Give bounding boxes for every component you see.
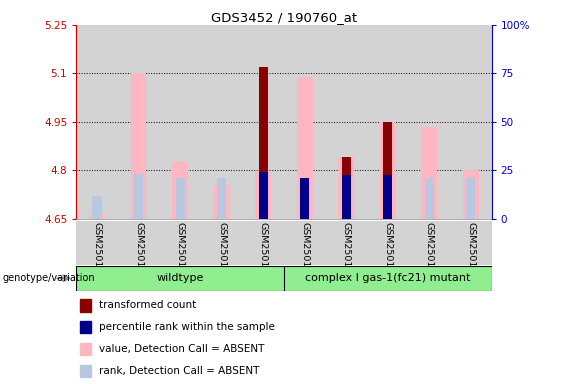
Text: GSM250112: GSM250112 xyxy=(342,222,351,280)
Bar xyxy=(80,321,91,333)
Bar xyxy=(134,174,143,219)
Text: wildtype: wildtype xyxy=(157,273,204,283)
Bar xyxy=(242,221,284,265)
Bar xyxy=(380,122,395,219)
Bar xyxy=(159,221,201,265)
Bar xyxy=(284,25,325,219)
Bar xyxy=(421,127,437,219)
Text: GSM250114: GSM250114 xyxy=(425,222,434,280)
Bar xyxy=(201,221,242,265)
Bar xyxy=(259,67,268,219)
Bar xyxy=(93,196,102,219)
Bar xyxy=(176,179,185,219)
Bar xyxy=(159,25,201,219)
Bar xyxy=(80,343,91,355)
Bar xyxy=(408,221,450,265)
Bar xyxy=(466,179,475,219)
Text: GSM250119: GSM250119 xyxy=(217,222,226,280)
Text: GSM250117: GSM250117 xyxy=(134,222,143,280)
Bar xyxy=(450,25,492,219)
Bar xyxy=(131,73,146,219)
Bar xyxy=(383,175,392,219)
Text: rank, Detection Call = ABSENT: rank, Detection Call = ABSENT xyxy=(99,366,259,376)
Bar xyxy=(214,185,229,219)
Bar xyxy=(297,77,312,219)
Bar xyxy=(217,179,226,219)
Bar xyxy=(259,172,268,219)
Bar xyxy=(89,214,105,219)
Bar xyxy=(255,172,271,219)
Bar xyxy=(284,221,325,265)
Bar xyxy=(367,25,408,219)
Bar xyxy=(300,179,309,219)
Bar xyxy=(325,25,367,219)
Bar xyxy=(76,25,118,219)
Bar xyxy=(450,221,492,265)
Text: GSM250120: GSM250120 xyxy=(259,222,268,280)
Text: GSM250113: GSM250113 xyxy=(383,222,392,280)
Bar xyxy=(342,175,351,219)
Bar xyxy=(118,25,159,219)
Text: GSM250111: GSM250111 xyxy=(300,222,309,280)
Bar xyxy=(383,122,392,219)
Bar xyxy=(76,221,118,265)
Text: transformed count: transformed count xyxy=(99,300,197,311)
Bar xyxy=(76,266,284,291)
Text: GSM250118: GSM250118 xyxy=(176,222,185,280)
Bar xyxy=(80,365,91,377)
Bar xyxy=(367,221,408,265)
Bar xyxy=(463,170,479,219)
Bar xyxy=(425,179,434,219)
Bar xyxy=(325,221,367,265)
Text: complex I gas-1(fc21) mutant: complex I gas-1(fc21) mutant xyxy=(305,273,471,283)
Bar xyxy=(80,300,91,311)
Bar xyxy=(408,25,450,219)
Text: value, Detection Call = ABSENT: value, Detection Call = ABSENT xyxy=(99,344,264,354)
Title: GDS3452 / 190760_at: GDS3452 / 190760_at xyxy=(211,11,357,24)
Bar xyxy=(201,25,242,219)
Bar xyxy=(338,157,354,219)
Text: GSM250115: GSM250115 xyxy=(466,222,475,280)
Bar xyxy=(284,266,492,291)
Bar xyxy=(172,162,188,219)
Text: GSM250116: GSM250116 xyxy=(93,222,102,280)
Text: percentile rank within the sample: percentile rank within the sample xyxy=(99,322,275,333)
Bar xyxy=(242,25,284,219)
Text: genotype/variation: genotype/variation xyxy=(3,273,95,283)
Bar xyxy=(342,157,351,219)
Bar xyxy=(118,221,159,265)
